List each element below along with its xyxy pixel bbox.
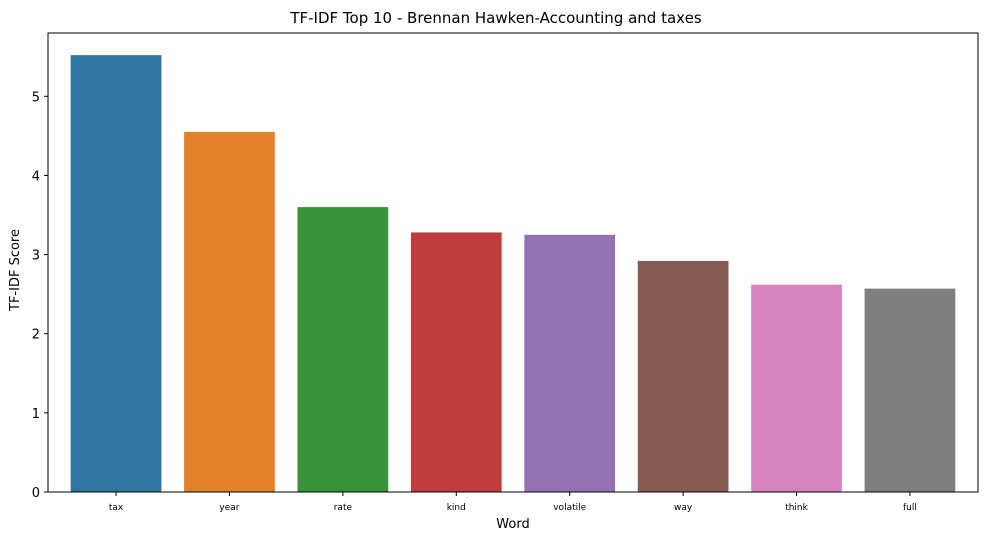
x-tick-label: think [785, 503, 808, 513]
y-tick-label: 2 [32, 328, 40, 343]
x-tick-label: way [674, 503, 693, 513]
chart-title: TF-IDF Top 10 - Brennan Hawken-Accountin… [289, 9, 701, 27]
y-tick-label: 3 [32, 249, 40, 264]
y-tick-label: 0 [32, 486, 40, 501]
y-tick-label: 4 [32, 169, 40, 184]
y-axis-ticks: 0 1 2 3 4 5 [32, 90, 48, 501]
x-tick-label: tax [109, 503, 124, 513]
plot-area: 0 1 2 3 4 5 tax year rate kind volatile way think fu… [32, 32, 979, 513]
bar-tax [70, 55, 162, 492]
bar-kind [410, 232, 502, 492]
x-tick-label: year [219, 503, 239, 513]
bar-way [637, 260, 729, 492]
x-tick-label: rate [334, 503, 353, 513]
y-tick-label: 1 [32, 407, 40, 422]
x-axis-ticks: tax year rate kind volatile way think full [109, 492, 917, 513]
plot-frame [47, 32, 979, 493]
x-tick-label: full [903, 503, 917, 513]
bar-volatile [524, 234, 616, 492]
bar-rate [297, 207, 389, 492]
x-tick-label: volatile [553, 503, 586, 513]
bar-think [751, 284, 842, 492]
y-axis-label: TF-IDF Score [8, 229, 23, 312]
x-tick-label: kind [447, 503, 466, 513]
y-tick-label: 5 [32, 90, 40, 105]
x-axis-label: Word [496, 517, 529, 532]
bar-year [184, 131, 275, 492]
bar-full [864, 288, 956, 492]
bars-group [70, 55, 956, 492]
